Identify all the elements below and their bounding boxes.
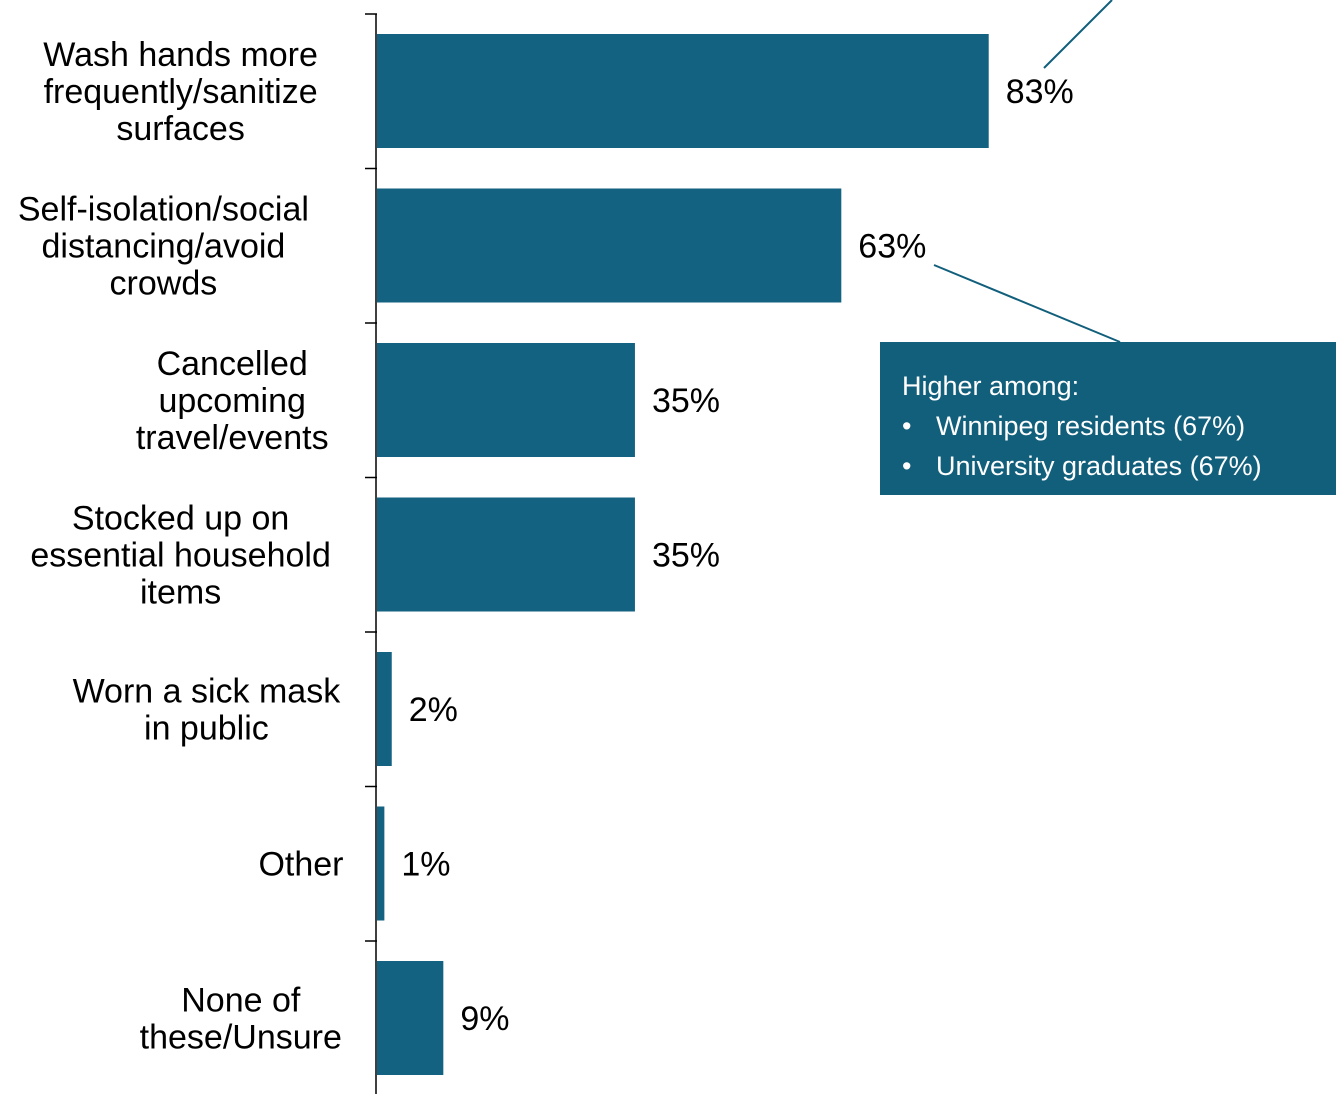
data-label: 9% xyxy=(460,1000,509,1038)
category-label-line: upcoming xyxy=(158,382,305,420)
callout-item: • University graduates (67%) xyxy=(902,446,1336,486)
value-labels: 83% 63% 35% 35% 2% 1% 9% xyxy=(401,73,1073,1038)
category-label: Self-isolation/social distancing/avoid cro… xyxy=(18,191,309,303)
category-label-line: None of xyxy=(181,982,301,1020)
bar xyxy=(377,188,842,303)
data-label: 2% xyxy=(409,691,458,729)
category-label: Other xyxy=(258,846,343,884)
bar xyxy=(377,652,392,766)
callout-leader-top xyxy=(1043,0,1113,69)
category-label-line: crowds xyxy=(110,265,218,303)
category-label-line: these/Unsure xyxy=(140,1019,342,1057)
bar xyxy=(377,961,444,1075)
bullet-glyph: • xyxy=(902,411,912,441)
category-label: Stocked up on essential household items xyxy=(30,500,331,612)
data-label: 35% xyxy=(652,382,720,420)
bar xyxy=(377,34,989,148)
callout-item-text: Winnipeg residents (67%) xyxy=(936,411,1246,441)
higher-among-callout: Higher among: • Winnipeg residents (67%)… xyxy=(880,342,1336,495)
category-label: None of these/Unsure xyxy=(140,982,342,1057)
category-label-line: Self-isolation/social xyxy=(18,191,309,229)
category-label: Wash hands more frequently/sanitize surfac… xyxy=(43,36,318,148)
category-label-line: Cancelled xyxy=(157,345,308,383)
bar xyxy=(377,806,385,921)
bar xyxy=(377,497,635,612)
bullet-glyph: • xyxy=(902,451,912,481)
data-label: 83% xyxy=(1006,73,1074,111)
category-label-line: travel/events xyxy=(136,419,329,457)
category-label: Worn a sick mask in public xyxy=(73,673,342,748)
bar xyxy=(377,343,635,457)
category-label-line: Wash hands more xyxy=(43,36,318,74)
category-label-line: Worn a sick mask xyxy=(73,673,342,711)
category-label-line: distancing/avoid xyxy=(41,228,285,266)
data-label: 35% xyxy=(652,537,720,575)
category-label-line: items xyxy=(140,574,221,612)
category-label-line: frequently/sanitize xyxy=(44,73,318,111)
callout-item-text: University graduates (67%) xyxy=(936,451,1262,481)
bars-group xyxy=(377,34,989,1075)
category-label-line: Other xyxy=(258,846,343,884)
callout-list: • Winnipeg residents (67%) • University … xyxy=(902,406,1336,486)
callout-item: • Winnipeg residents (67%) xyxy=(902,406,1336,446)
category-label-line: surfaces xyxy=(116,110,245,148)
category-label-line: in public xyxy=(144,710,269,748)
callout-leader-bottom xyxy=(933,264,1121,343)
category-label-line: Stocked up on xyxy=(72,500,289,538)
data-label: 1% xyxy=(401,846,450,884)
callout-heading: Higher among: xyxy=(902,371,1080,401)
data-label: 63% xyxy=(858,228,926,266)
category-label-line: essential household xyxy=(30,537,331,575)
y-axis-ticks xyxy=(365,13,377,942)
category-label: Cancelled upcoming travel/events xyxy=(136,345,329,457)
category-labels: Wash hands more frequently/sanitize surfac… xyxy=(18,36,344,1057)
